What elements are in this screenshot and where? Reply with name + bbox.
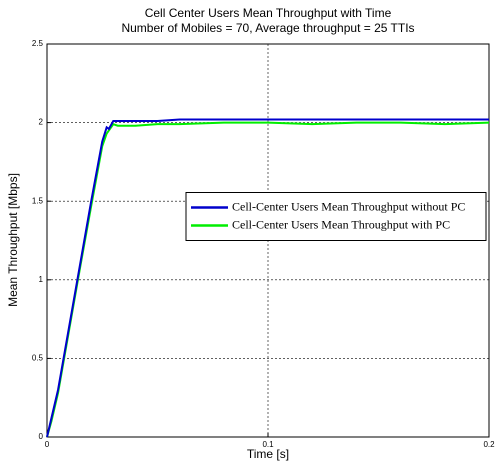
axes-box (46, 43, 490, 438)
data-line (46, 118, 489, 438)
x-tick-label: 0.2 (483, 440, 495, 449)
chart-subtitle: Number of Mobiles = 70, Average throughp… (121, 21, 414, 35)
legend-box (185, 192, 487, 241)
x-tick-label: 0 (45, 440, 50, 449)
y-tick-label: 1.5 (32, 196, 44, 205)
y-tick-label: 1 (39, 275, 44, 284)
y-tick-label: 0 (39, 432, 44, 441)
legend-label: Cell-Center Users Mean Throughput withou… (232, 199, 465, 213)
y-axis-label: Mean Throughput [Mbps] (6, 173, 20, 307)
chart-title: Cell Center Users Mean Throughput with T… (145, 6, 392, 20)
x-tick-label: 0.1 (262, 440, 274, 449)
x-axis-label: Time [s] (247, 447, 289, 461)
y-tick-label: 0.5 (32, 354, 44, 363)
y-tick-label: 2.5 (32, 39, 44, 48)
y-tick-label: 2 (39, 118, 44, 127)
legend-label: Cell-Center Users Mean Throughput with P… (232, 217, 450, 231)
